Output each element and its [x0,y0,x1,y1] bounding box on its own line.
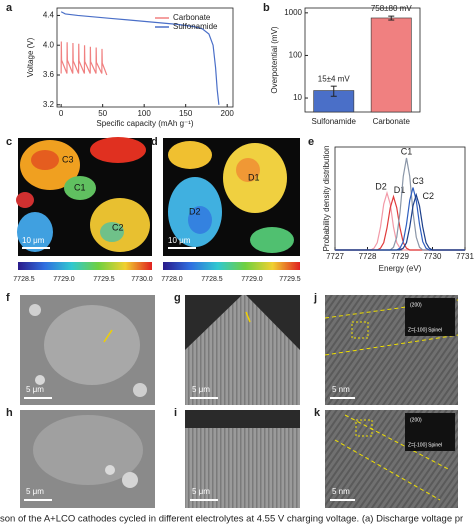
scale-bar: 10 μm [168,236,191,245]
scale-bar: 5 μm [26,487,44,496]
colorbar-tick: 7728.0 [161,276,183,283]
x-tick-label: 7728 [359,252,377,261]
map-c: 10 μm C3 C1 C2 7728.5 7729.0 7729.5 7730… [6,136,153,283]
series-label: C1 [401,146,413,156]
panel-label: e [308,136,314,148]
scale-bar: 5 nm [332,385,350,394]
series-line [335,157,465,251]
panel-label: b [263,2,270,14]
x-tick-label: 7729 [391,252,409,261]
x-tick-label: Sulfonamide [312,117,357,126]
annotation: C1 [74,182,86,192]
annotation: D2 [189,206,201,216]
x-tick-label: 200 [221,109,235,118]
y-axis-label: Probability density distribution [322,146,331,252]
panel-label: a [6,2,13,14]
legend-label: Sulfonamide [173,22,218,31]
sem-h: 5 μm h [6,407,155,508]
y-axis-label: Overpotential (mV) [270,26,279,93]
y-tick-label: 3.2 [43,100,55,109]
x-tick-label: Carbonate [373,117,411,126]
fib-i: 5 μm i [174,407,300,508]
caption: son of the A+LCO cathodes cycled in diff… [0,514,463,525]
panel-label: f [6,292,10,304]
bar [370,17,412,113]
series-line [335,192,465,251]
panel-label: g [174,292,181,304]
colorbar-tick: 7729.0 [53,276,75,283]
y-tick-label: 4.4 [43,11,55,20]
colorbar-tick: 7729.0 [241,276,263,283]
sem-f: 5 μm f [6,292,155,405]
series-line [60,11,220,105]
annotation: C2 [112,222,124,232]
scale-bar: 5 μm [26,385,44,394]
x-tick-label: 7727 [326,252,344,261]
inset-index: (200) [410,302,422,308]
inset-zone: Z=[-100] Spinel [408,442,442,448]
panel-label: c [6,136,12,148]
x-tick-label: 7730 [424,252,442,261]
x-axis-label: Energy (eV) [379,264,422,273]
tem-k: (200) Z=[-100] Spinel 5 nm k [314,407,458,508]
series-label: C2 [422,191,434,201]
scale-bar: 5 nm [332,487,350,496]
colorbar-tick: 7728.5 [201,276,223,283]
map-d: 10 μm D1 D2 7728.0 7728.5 7729.0 7729.5 … [151,136,301,283]
panel-label: i [174,407,177,419]
legend-label: Carbonate [173,13,211,22]
panel-label: h [6,407,13,419]
plot-frame [56,7,234,108]
series-label: C3 [412,176,424,186]
x-tick-label: 0 [59,109,64,118]
colorbar-tick: 7728.5 [13,276,35,283]
x-tick-label: 150 [179,109,193,118]
y-tick-label: 10 [293,93,302,102]
series-line [60,41,108,76]
inset-index: (200) [410,417,422,423]
y-tick-label: 1000 [284,8,302,17]
panel-label: d [151,136,158,148]
colorbar-tick: 7730.0 [131,276,153,283]
panel-label: j [313,292,317,304]
fib-g: 5 μm g [174,292,300,405]
y-tick-label: 3.6 [43,70,55,79]
colorbar-tick: 7729.5 [93,276,115,283]
y-tick-label: 100 [289,51,303,60]
value-label: 758±80 mV [371,4,413,13]
colorbar-tick: 7729.5 [279,276,301,283]
series-line [335,187,465,251]
scale-bar: 10 μm [22,236,45,245]
x-tick-label: 50 [98,109,107,118]
scale-bar: 5 μm [192,487,210,496]
scale-bar: 5 μm [192,385,210,394]
panel-label: k [314,407,321,419]
tem-j: (200) Z=[-100] Spinel 5 nm j [313,292,459,405]
inset-zone: Z=[-100] Spinel [408,327,442,333]
series-label: D2 [375,181,387,191]
y-tick-label: 4.0 [43,40,55,49]
x-axis-label: Specific capacity (mAh g⁻¹) [96,119,193,128]
annotation: D1 [248,172,260,182]
value-label: 15±4 mV [318,74,351,83]
plot-frame [304,7,421,113]
series-line [335,194,465,251]
x-tick-label: 100 [137,109,151,118]
annotation: C3 [62,154,74,164]
plot-frame [334,146,466,251]
y-axis-label: Voltage (V) [26,37,35,77]
series-line [335,190,465,251]
series-label: D1 [394,185,406,195]
x-tick-label: 7731 [456,252,474,261]
